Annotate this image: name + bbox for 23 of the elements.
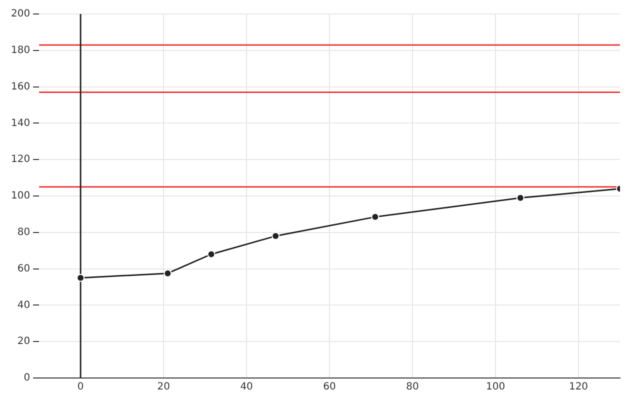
x-tick-label: 80 <box>406 382 419 393</box>
y-tick-label: 0 <box>24 372 30 384</box>
x-tick-label: 120 <box>568 382 588 393</box>
y-tick-label: 40 <box>17 300 30 311</box>
point <box>164 269 172 278</box>
y-tick-label: 100 <box>10 190 30 202</box>
y-tick-label: 200 <box>10 8 30 20</box>
x-tick-label: 20 <box>157 382 170 393</box>
point <box>76 274 85 282</box>
y-tick-label: 120 <box>10 154 30 166</box>
point <box>207 250 216 258</box>
x-tick-label: 40 <box>240 382 253 393</box>
x-tick-label: 60 <box>323 382 336 393</box>
y-tick-label: 140 <box>10 118 30 129</box>
y-tick-label: 180 <box>10 44 30 56</box>
x-tick-label: 100 <box>486 382 506 393</box>
y-tick-label: 160 <box>10 81 30 92</box>
y-tick-label: 20 <box>17 336 30 348</box>
y-tick-label: 80 <box>17 226 30 238</box>
point <box>371 212 380 221</box>
y-tick-label: 60 <box>17 263 30 274</box>
x-tick-label: 0 <box>77 382 84 393</box>
point <box>516 194 524 202</box>
